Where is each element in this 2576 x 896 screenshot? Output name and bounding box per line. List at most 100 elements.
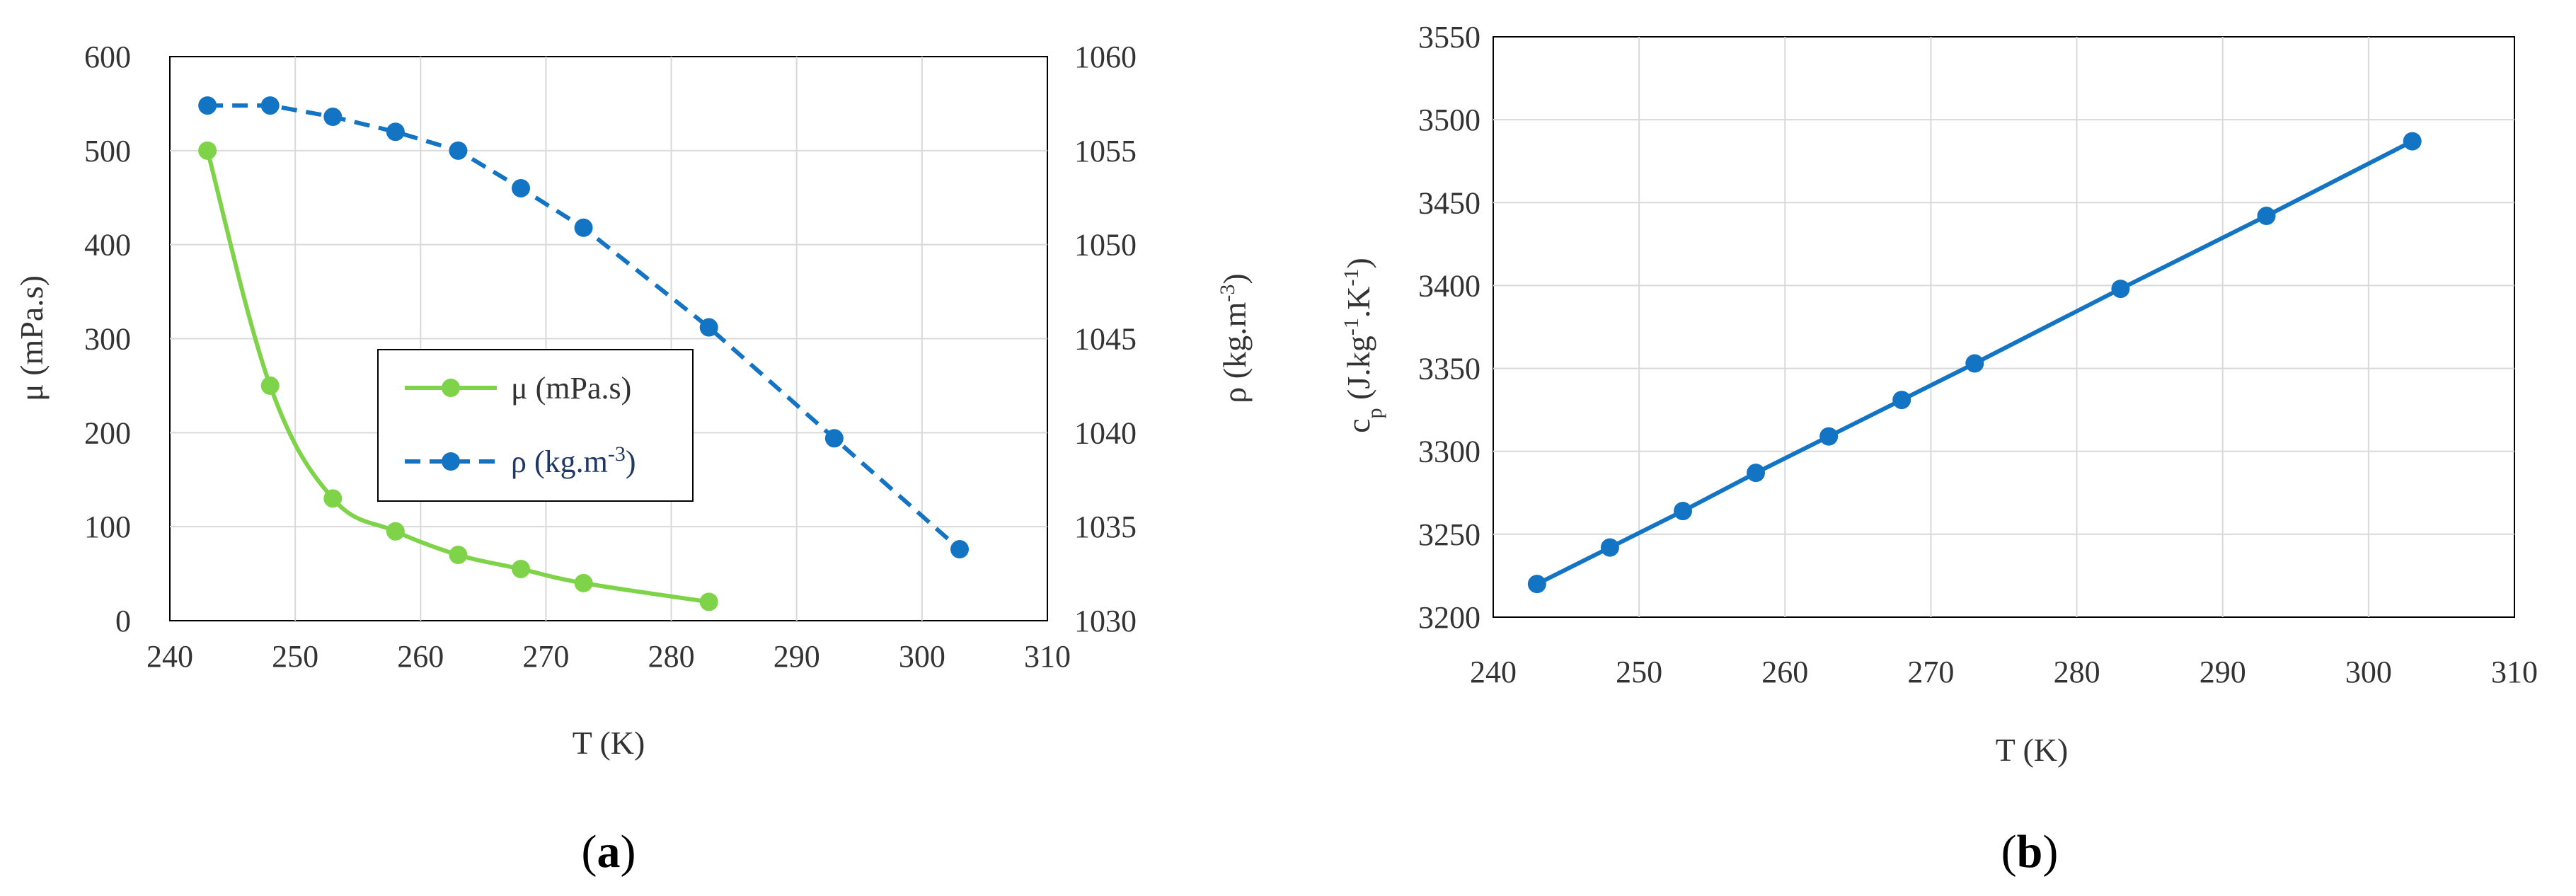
data-point-cp	[2403, 132, 2422, 151]
data-point-rho	[512, 178, 530, 197]
data-point-mu	[386, 522, 405, 541]
x-axis-title-b: T (K)	[1996, 732, 2069, 768]
y-title-c: c	[1340, 418, 1376, 432]
series-group-b	[1527, 132, 2422, 594]
data-point-cp	[1892, 391, 1911, 410]
y-tick-label: 3300	[1418, 435, 1480, 469]
data-point-cp	[2111, 280, 2130, 299]
data-point-rho	[323, 108, 343, 127]
x-tick-label: 270	[522, 639, 569, 674]
y-left-tick-label: 500	[84, 134, 131, 168]
y-right-tick-labels-a: 1030 1035 1040 1045 1050 1055 1060	[1074, 40, 1137, 638]
series-group-a	[198, 96, 969, 611]
series-line-cp	[1536, 139, 2414, 586]
x-tick-label: 260	[1761, 655, 1808, 689]
y-tick-label: 3400	[1418, 268, 1480, 303]
y-left-tick-label: 100	[84, 510, 131, 544]
y-title-tail: )	[1340, 258, 1376, 268]
legend-a: μ (mPa.s) ρ (kg.m-3)	[377, 349, 694, 502]
x-tick-label: 310	[1024, 639, 1071, 674]
y-right-axis-title-a: ρ (kg.m-3)	[1216, 273, 1253, 403]
legend-box	[377, 349, 694, 502]
x-tick-label: 240	[1470, 655, 1517, 689]
data-point-rho	[198, 96, 217, 115]
panel-label-a: (a)	[582, 826, 636, 878]
y-left-tick-label: 300	[84, 322, 131, 357]
x-tick-label: 300	[2345, 655, 2392, 689]
y-title-sup2: -1	[1340, 268, 1363, 286]
x-tick-label: 290	[2200, 655, 2246, 689]
gridlines-a	[170, 57, 1047, 621]
data-point-cp	[1527, 575, 1546, 594]
x-tick-label: 260	[397, 639, 444, 674]
data-point-rho	[449, 141, 468, 160]
data-point-cp	[1965, 354, 1984, 373]
panel-a-open: (	[582, 826, 597, 878]
legend-rho-sup: -3	[608, 442, 626, 466]
y-tick-label: 3250	[1418, 517, 1480, 552]
y-right-tick-label: 1050	[1074, 228, 1137, 263]
data-point-mu	[198, 141, 217, 160]
y-right-tick-label: 1040	[1074, 415, 1137, 450]
data-point-rho	[386, 122, 405, 142]
y-right-title-tail: )	[1217, 273, 1253, 284]
y-left-tick-label: 0	[115, 604, 131, 638]
y-tick-labels-b: 3200 3250 3300 3350 3400 3450 3500 3550	[1418, 20, 1480, 635]
panel-b-close: )	[2042, 826, 2058, 878]
data-point-mu	[512, 559, 530, 578]
data-point-rho	[260, 96, 280, 115]
panel-b-open: (	[2001, 826, 2017, 878]
y-left-axis-title-a: μ (mPa.s)	[13, 275, 50, 401]
data-point-mu	[574, 573, 593, 592]
series-line-rho	[207, 103, 961, 551]
data-point-cp	[1747, 464, 1766, 483]
x-tick-label: 290	[774, 639, 820, 674]
x-tick-label: 280	[648, 639, 695, 674]
y-title-sup1: -1	[1340, 318, 1363, 335]
data-point-mu	[260, 376, 280, 395]
x-tick-label: 280	[2054, 655, 2100, 689]
data-point-rho	[950, 540, 969, 559]
legend-label-mu: μ (mPa.s)	[511, 371, 631, 406]
y-title-mid: (J.kg	[1340, 335, 1376, 408]
y-left-tick-labels-a: 0 100 200 300 400 500 600	[84, 40, 131, 638]
legend-swatch-rho-marker	[442, 452, 460, 471]
x-tick-label: 310	[2491, 655, 2538, 689]
y-title-mid2: .K	[1340, 286, 1376, 318]
panel-a-letter: a	[597, 826, 621, 878]
x-tick-labels-b: 240 250 260 270 280 290 300 310	[1470, 655, 2538, 689]
data-point-cp	[1600, 538, 1619, 557]
data-point-rho	[699, 318, 718, 337]
data-point-mu	[323, 489, 343, 508]
y-right-title-base: ρ (kg.m	[1217, 301, 1253, 403]
gridlines-b	[1493, 37, 2514, 617]
y-left-tick-label: 200	[84, 415, 131, 450]
y-tick-label: 3200	[1418, 600, 1480, 635]
legend-rho-base: ρ (kg.m	[511, 444, 608, 479]
data-point-cp	[1819, 427, 1839, 446]
x-axis-title-a: T (K)	[573, 725, 645, 761]
data-point-rho	[824, 429, 844, 448]
y-left-tick-label: 400	[84, 228, 131, 263]
y-tick-label: 3350	[1418, 352, 1480, 386]
data-point-mu	[699, 592, 718, 611]
legend-rho-tail: )	[626, 444, 636, 479]
y-title-sub: p	[1363, 408, 1386, 418]
chart-panel-a: 240 250 260 270 280 290 300 310 0 100 200 300 400 50…	[13, 40, 1253, 878]
y-right-tick-label: 1045	[1074, 322, 1137, 357]
panel-b-letter: b	[2017, 826, 2043, 878]
y-tick-label: 3450	[1418, 185, 1480, 220]
panel-label-b: (b)	[2001, 826, 2059, 878]
x-tick-label: 270	[1907, 655, 1954, 689]
panel-a-close: )	[621, 826, 636, 878]
y-right-tick-label: 1035	[1074, 510, 1137, 544]
data-point-cp	[2257, 207, 2276, 226]
y-right-title-sup: -3	[1216, 285, 1239, 302]
y-axis-title-b: cp (J.kg-1.K-1)	[1340, 258, 1386, 433]
x-tick-label: 250	[272, 639, 318, 674]
x-tick-labels-a: 240 250 260 270 280 290 300 310	[146, 639, 1071, 674]
y-tick-label: 3500	[1418, 103, 1480, 137]
y-tick-label: 3550	[1418, 20, 1480, 54]
chart-panel-b: 240 250 260 270 280 290 300 310 3200 3250 3300 335…	[1340, 20, 2538, 878]
